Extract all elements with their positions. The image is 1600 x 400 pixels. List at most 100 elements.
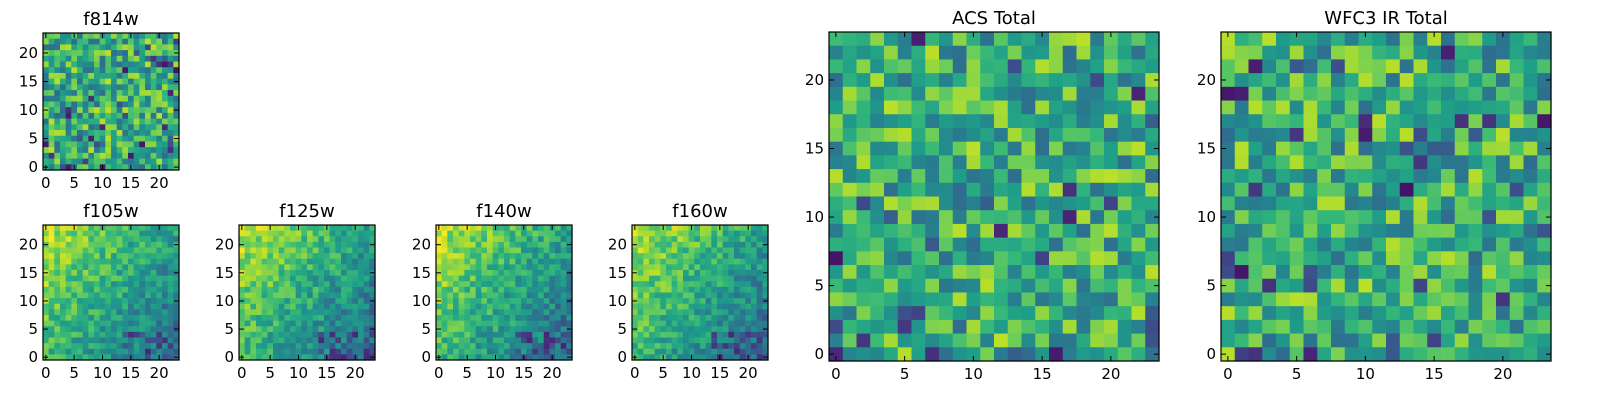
heatmap-cell bbox=[870, 86, 885, 102]
heatmap-cell bbox=[273, 225, 280, 232]
heatmap-cell bbox=[549, 331, 556, 339]
heatmap-cell bbox=[842, 100, 858, 115]
heatmap-cell bbox=[60, 95, 67, 103]
heatmap-cell bbox=[284, 298, 291, 305]
heatmap-cell bbox=[346, 292, 353, 299]
heatmap-cell bbox=[1131, 32, 1146, 47]
heatmap-cell bbox=[116, 118, 123, 125]
heatmap-cell bbox=[48, 118, 55, 125]
heatmap-cell bbox=[504, 247, 511, 254]
heatmap-cell bbox=[99, 230, 106, 237]
heatmap-cell bbox=[509, 225, 516, 232]
heatmap-cell bbox=[734, 258, 741, 265]
heatmap-cell bbox=[666, 309, 673, 316]
heatmap-cell bbox=[43, 90, 50, 97]
heatmap-cell bbox=[150, 112, 157, 120]
heatmap-cell bbox=[994, 196, 1009, 211]
heatmap-cell bbox=[526, 253, 533, 260]
heatmap-cell bbox=[734, 303, 741, 310]
heatmap-cell bbox=[150, 107, 157, 114]
heatmap-cell bbox=[301, 225, 308, 232]
heatmap-cell bbox=[1358, 86, 1373, 102]
heatmap-cell bbox=[756, 337, 763, 344]
heatmap-cell bbox=[966, 292, 981, 307]
heatmap-cell bbox=[1468, 306, 1483, 321]
heatmap-cell bbox=[261, 264, 268, 271]
heatmap-cell bbox=[122, 253, 129, 260]
heatmap-cell bbox=[369, 281, 376, 288]
heatmap-cell bbox=[60, 281, 67, 288]
heatmap-cell bbox=[162, 337, 169, 344]
heatmap-cell bbox=[1537, 86, 1552, 102]
heatmap-cell bbox=[122, 354, 129, 361]
heatmap-cell bbox=[436, 292, 443, 299]
heatmap-cell bbox=[481, 236, 488, 243]
heatmap-cell bbox=[1537, 196, 1552, 211]
heatmap-cell bbox=[1441, 251, 1456, 266]
heatmap-cell bbox=[65, 258, 72, 265]
heatmap-cell bbox=[267, 270, 274, 277]
heatmap-cell bbox=[128, 152, 135, 160]
heatmap-cell bbox=[671, 281, 678, 288]
heatmap-cell bbox=[498, 337, 505, 344]
heatmap-cell bbox=[649, 348, 656, 355]
heatmap-cell bbox=[856, 100, 871, 115]
heatmap-cell bbox=[1035, 223, 1050, 239]
heatmap-cell bbox=[1090, 292, 1105, 307]
heatmap-cell bbox=[555, 258, 562, 265]
heatmap-cell bbox=[139, 141, 146, 148]
heatmap-cell bbox=[116, 315, 123, 322]
heatmap-cell bbox=[897, 223, 913, 239]
heatmap-cell bbox=[870, 196, 885, 211]
heatmap-cell bbox=[911, 155, 926, 170]
heatmap-cell bbox=[739, 270, 746, 277]
heatmap-cell bbox=[1358, 319, 1373, 335]
heatmap-cell bbox=[728, 247, 735, 254]
heatmap-cell bbox=[77, 152, 84, 160]
heatmap-cell bbox=[94, 84, 101, 91]
heatmap-cell bbox=[1248, 45, 1263, 61]
heatmap-cell bbox=[700, 241, 707, 249]
heatmap-cell bbox=[688, 264, 695, 271]
heatmap-cell bbox=[532, 354, 539, 361]
heatmap-cell bbox=[711, 309, 718, 316]
heatmap-cell bbox=[94, 354, 101, 361]
heatmap-cell bbox=[751, 270, 758, 277]
heatmap-cell bbox=[475, 275, 482, 282]
heatmap-cell bbox=[318, 303, 325, 310]
heatmap-cell bbox=[60, 67, 67, 74]
heatmap-cell bbox=[711, 258, 718, 265]
heatmap-cell bbox=[441, 343, 448, 350]
heatmap-cell bbox=[1062, 278, 1078, 294]
heatmap-cell bbox=[145, 264, 152, 271]
heatmap-cell bbox=[475, 286, 482, 294]
heatmap-cell bbox=[139, 55, 146, 63]
heatmap-cell bbox=[632, 230, 639, 237]
heatmap-cell bbox=[139, 50, 146, 57]
heatmap-cell bbox=[745, 348, 752, 355]
heatmap-cell bbox=[1221, 86, 1236, 102]
heatmap-cell bbox=[966, 251, 981, 266]
heatmap-cell bbox=[239, 315, 246, 322]
heatmap-cell bbox=[1117, 196, 1133, 211]
heatmap-cell bbox=[48, 33, 55, 40]
heatmap-cell bbox=[1372, 251, 1387, 266]
heatmap-cell bbox=[156, 315, 163, 322]
heatmap-cell bbox=[1234, 251, 1250, 266]
heatmap-cell bbox=[632, 247, 639, 254]
y-tick-label: 20 bbox=[412, 236, 431, 254]
heatmap-cell bbox=[278, 303, 285, 310]
heatmap-cell bbox=[307, 337, 314, 344]
heatmap-cell bbox=[60, 118, 67, 125]
heatmap-cell bbox=[717, 348, 724, 355]
heatmap-cell bbox=[1234, 196, 1250, 211]
heatmap-cell bbox=[643, 264, 650, 271]
heatmap-cell bbox=[436, 343, 443, 350]
heatmap-cell bbox=[1441, 169, 1456, 184]
heatmap-cell bbox=[116, 270, 123, 277]
heatmap-cell bbox=[1234, 45, 1250, 61]
heatmap-cell bbox=[453, 343, 460, 350]
heatmap-cell bbox=[273, 348, 280, 355]
heatmap-cell bbox=[60, 112, 67, 120]
heatmap-cell bbox=[925, 210, 940, 225]
